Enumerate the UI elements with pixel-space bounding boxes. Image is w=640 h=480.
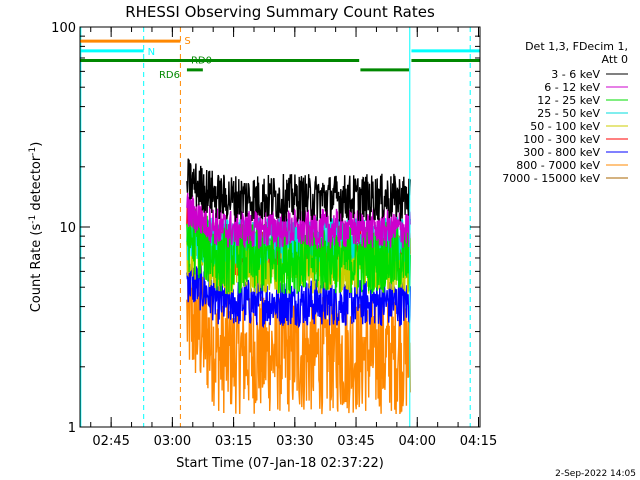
x-tick-label: 02:45 — [92, 434, 129, 449]
y-axis-label-sup1: -1 — [28, 215, 38, 224]
x-tick-label: 03:00 — [154, 434, 191, 449]
legend-label-800-7000-kev: 800 - 7000 keV — [516, 159, 600, 172]
legend-label-50-100-kev: 50 - 100 keV — [530, 120, 600, 133]
x-tick-label: 04:15 — [460, 434, 497, 449]
legend-label-7000-15000-kev: 7000 - 15000 keV — [502, 172, 600, 185]
state-label-s: S — [184, 36, 190, 47]
legend-label-12-25-kev: 12 - 25 keV — [537, 94, 600, 107]
state-label-n: N — [148, 47, 155, 58]
state-label-rd0: RD0 — [191, 55, 212, 66]
legend-label-300-800-kev: 300 - 800 keV — [523, 146, 600, 159]
y-axis-label-sup2: -1 — [28, 147, 38, 156]
y-axis-label: Count Rate (s-1 detector-1) — [28, 142, 44, 313]
x-axis-label: Start Time (07-Jan-18 02:37:22) — [176, 456, 384, 471]
series-line-6-12-kev — [186, 192, 411, 249]
legend-label-100-300-kev: 100 - 300 keV — [523, 133, 600, 146]
chart-title: RHESSI Observing Summary Count Rates — [125, 3, 435, 21]
legend-label-3-6-kev: 3 - 6 keV — [551, 68, 600, 81]
x-tick-label: 04:00 — [399, 434, 436, 449]
legend-header-line-2: Att 0 — [602, 53, 628, 66]
axes: 1 10 100 02:45 03:00 03:15 03:30 03:45 04:00 04:1… — [51, 21, 497, 449]
series-line-800-7000-kev — [186, 259, 411, 415]
y-axis-label-main: Count Rate (s — [29, 224, 44, 313]
timestamp: 2-Sep-2022 14:05 — [555, 469, 636, 479]
legend-label-6-12-kev: 6 - 12 keV — [544, 81, 600, 94]
x-tick-label: 03:15 — [215, 434, 252, 449]
legend-header-line-1: Det 1,3, FDecim 1, — [525, 40, 628, 53]
series-line-3-6-kev — [186, 158, 411, 223]
legend-label-25-50-kev: 25 - 50 keV — [537, 107, 600, 120]
y-tick-label: 100 — [51, 21, 76, 36]
y-axis-label-end: ) — [29, 142, 44, 147]
series-line-300-800-kev — [186, 263, 411, 329]
plot-area: S N RD0 RD6 — [80, 27, 480, 427]
x-tick-label: 03:30 — [276, 434, 313, 449]
y-tick-label: 1 — [68, 421, 76, 436]
state-label-rd6: RD6 — [159, 70, 180, 81]
series-line-12-25-kev — [186, 204, 411, 294]
x-tick-label: 03:45 — [337, 434, 374, 449]
y-axis-label-mid: detector — [29, 155, 44, 215]
y-tick-label: 10 — [59, 221, 76, 236]
